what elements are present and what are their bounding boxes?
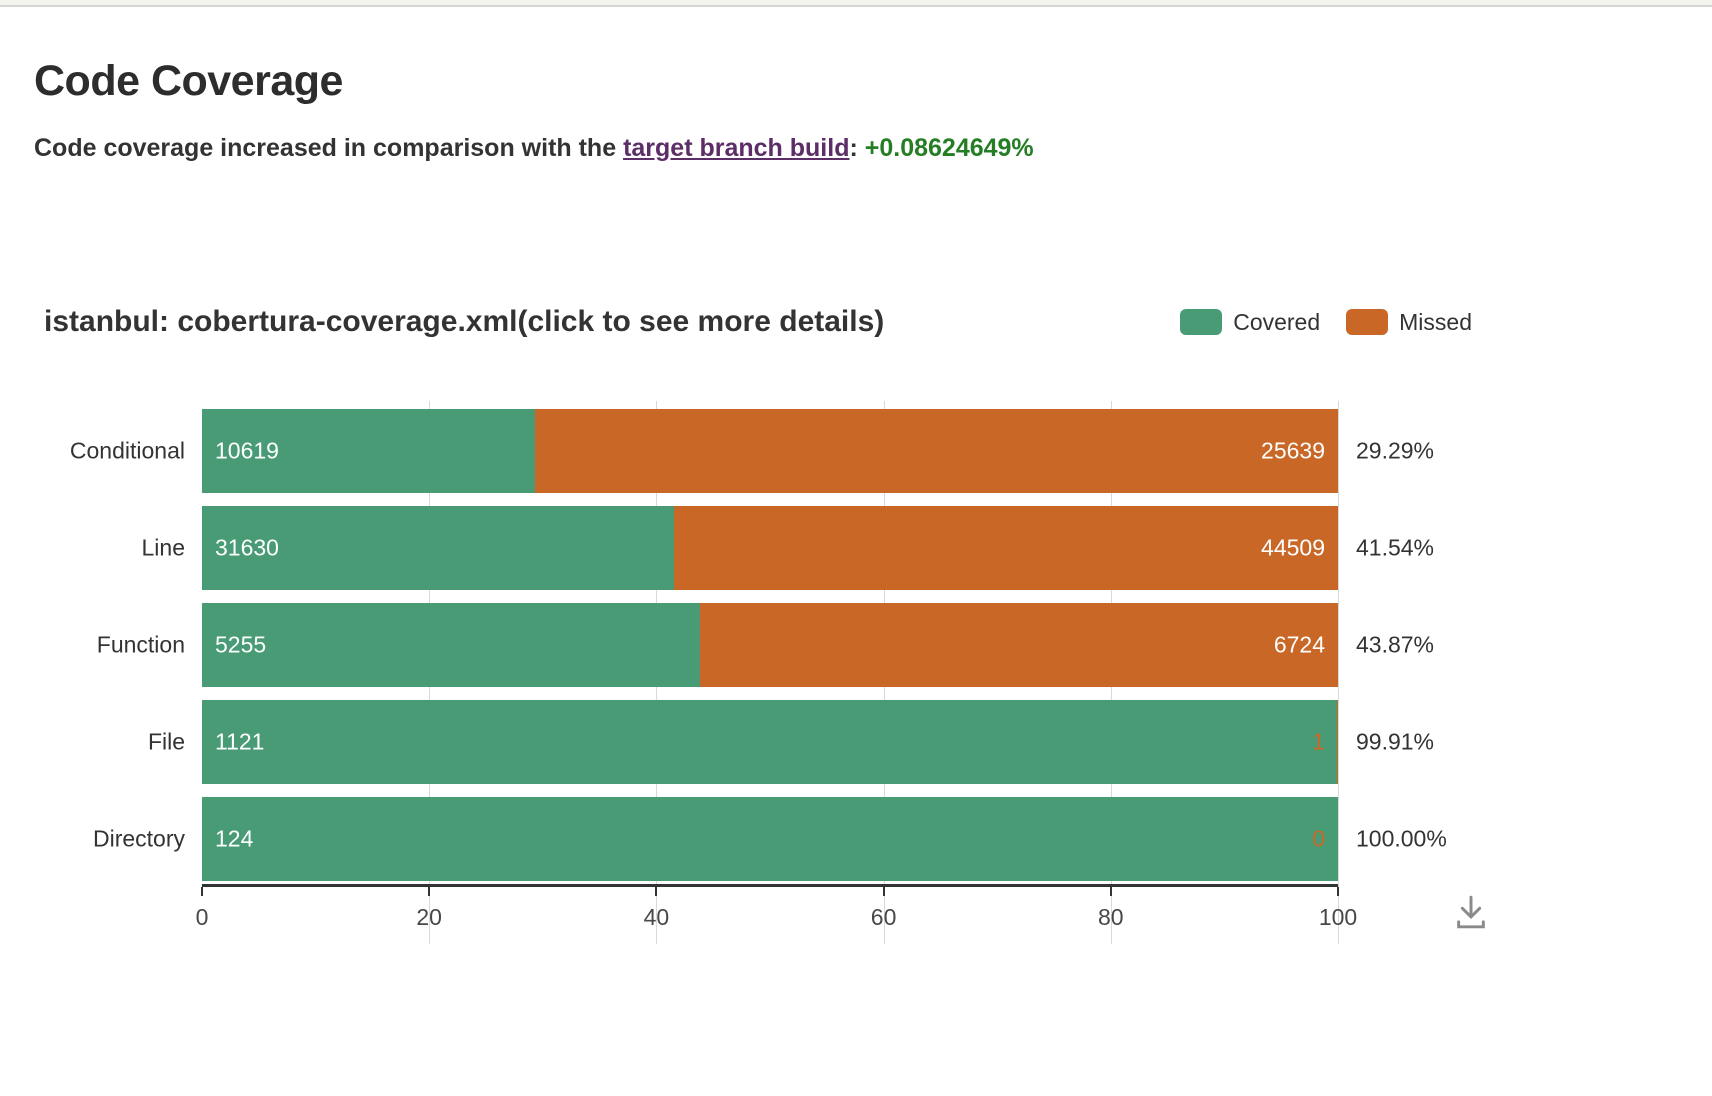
coverage-chart[interactable]: Conditional 10619 25639 29.29% Line 3163… [70, 401, 1485, 944]
missed-bar[interactable] [534, 409, 1338, 493]
summary-separator: : [849, 134, 865, 162]
category-label: Line [141, 534, 185, 561]
summary-prefix: Code coverage increased in comparison wi… [34, 134, 624, 162]
category-label: Conditional [69, 437, 185, 464]
covered-value-label: 124 [215, 825, 254, 852]
missed-swatch-icon [1346, 309, 1389, 335]
covered-bar[interactable] [202, 409, 535, 493]
covered-bar[interactable] [202, 603, 701, 687]
bar-row[interactable]: Conditional 10619 25639 29.29% [70, 409, 1434, 493]
bar-row[interactable]: File 1121 1 99.91% [148, 700, 1434, 784]
axis-tick-label: 80 [1098, 904, 1124, 930]
axis-tick [1109, 887, 1112, 896]
covered-bar[interactable] [202, 700, 1337, 784]
legend-item-missed[interactable]: Missed [1346, 309, 1472, 336]
covered-bar[interactable] [202, 797, 1338, 881]
axis-tick [201, 887, 203, 896]
legend-item-covered[interactable]: Covered [1180, 309, 1320, 336]
chart-title[interactable]: istanbul: cobertura-coverage.xml(click t… [44, 305, 885, 338]
axis-tick-label: 60 [870, 904, 897, 930]
page-title: Code Coverage [34, 57, 343, 105]
missed-bar[interactable] [700, 603, 1338, 687]
axis-tick [882, 887, 885, 896]
coverage-delta: +0.08624649% [864, 134, 1034, 162]
bar-row[interactable]: Directory 124 0 100.00% [93, 797, 1447, 881]
coverage-percent-label: 43.87% [1356, 631, 1435, 658]
axis-tick [428, 887, 431, 896]
bar-row[interactable]: Function 5255 6724 43.87% [97, 603, 1434, 687]
chart-legend: Covered Missed [1180, 309, 1472, 336]
missed-value-label: 44509 [1261, 534, 1325, 561]
missed-value-label: 25639 [1261, 437, 1325, 464]
covered-value-label: 31630 [215, 534, 279, 561]
download-icon[interactable] [1450, 891, 1492, 933]
missed-bar[interactable] [1336, 700, 1338, 784]
axis-tick-label: 0 [195, 904, 209, 930]
axis-tick [655, 887, 658, 896]
coverage-percent-label: 99.91% [1356, 728, 1435, 755]
top-page-strip [0, 0, 1712, 7]
covered-bar[interactable] [202, 506, 674, 590]
coverage-percent-label: 41.54% [1356, 534, 1435, 561]
covered-value-label: 10619 [215, 437, 279, 464]
gridline [1338, 401, 1339, 944]
category-label: Directory [92, 825, 185, 852]
x-axis: 0 20 40 60 80 100 [196, 884, 1485, 944]
coverage-percent-label: 29.29% [1356, 437, 1435, 464]
axis-tick-label: 20 [416, 904, 442, 930]
chart-rows: Conditional 10619 25639 29.29% Line 3163… [70, 401, 1447, 881]
bar-row[interactable]: Line 31630 44509 41.54% [142, 506, 1434, 590]
category-label: File [147, 728, 185, 755]
covered-value-label: 1121 [215, 728, 265, 755]
coverage-summary: Code coverage increased in comparison wi… [34, 134, 1712, 163]
missed-value-label: 1 [1312, 728, 1325, 755]
missed-bar[interactable] [673, 506, 1338, 590]
covered-swatch-icon [1180, 309, 1223, 335]
chart-header: istanbul: cobertura-coverage.xml(click t… [44, 305, 1668, 339]
target-branch-build-link[interactable]: target branch build [623, 134, 850, 162]
legend-covered-label: Covered [1233, 308, 1321, 335]
category-label: Function [96, 631, 185, 658]
coverage-percent-label: 100.00% [1356, 825, 1447, 852]
axis-tick-label: 100 [1318, 904, 1358, 930]
covered-value-label: 5255 [215, 631, 267, 658]
missed-value-label: 6724 [1273, 631, 1325, 658]
axis-tick [1337, 887, 1339, 896]
legend-missed-label: Missed [1399, 308, 1472, 335]
missed-value-label: 0 [1312, 825, 1325, 852]
axis-tick-label: 40 [643, 904, 670, 930]
